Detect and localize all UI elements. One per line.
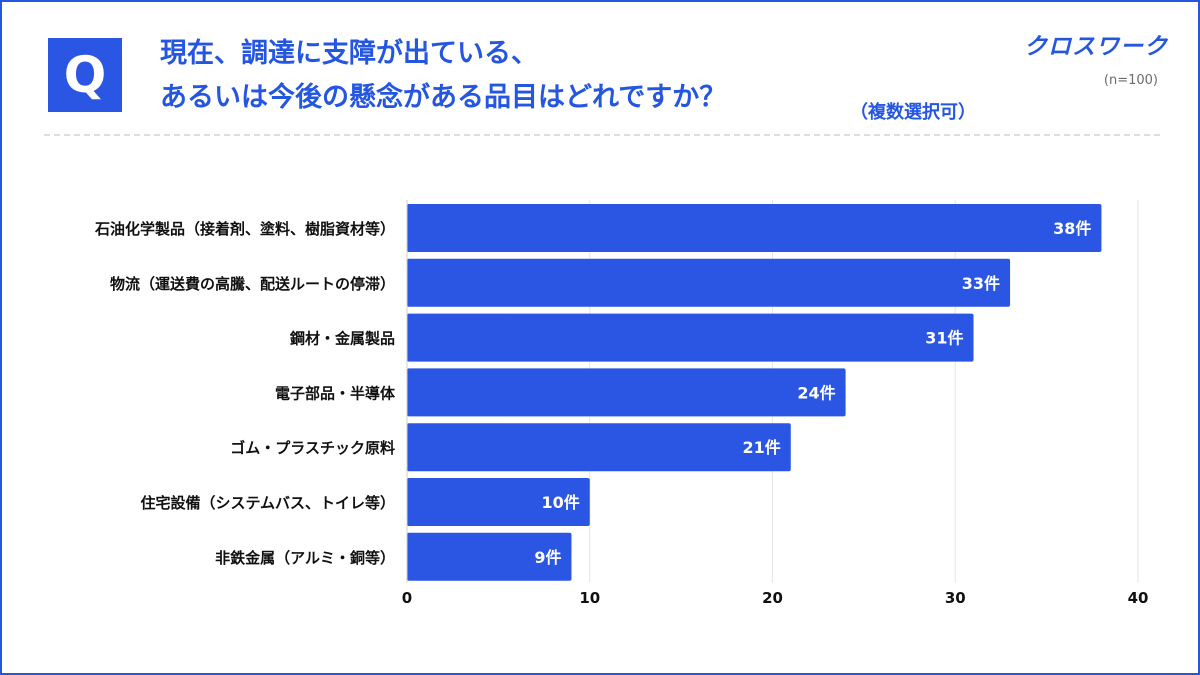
bar-value-label: 24件 xyxy=(797,383,835,402)
brand-logo: クロスワーク xyxy=(1024,34,1168,60)
bar-value-label: 9件 xyxy=(534,548,561,567)
question-badge: Q xyxy=(48,38,122,112)
sample-size: (n=100) xyxy=(1103,73,1158,88)
bar xyxy=(407,368,846,417)
bar xyxy=(407,313,974,362)
category-label: 石油化学製品（接着剤、塗料、樹脂資材等） xyxy=(94,220,395,238)
category-label: 電子部品・半導体 xyxy=(275,384,396,402)
x-tick-label: 0 xyxy=(402,589,412,607)
bar xyxy=(407,204,1102,252)
bar xyxy=(407,423,791,472)
bar-value-label: 38件 xyxy=(1053,219,1091,238)
category-label: ゴム・プラスチック原料 xyxy=(230,439,395,457)
header-divider xyxy=(44,134,1160,136)
category-label: 物流（運送費の高騰、配送ルートの停滞） xyxy=(110,275,395,293)
bar-value-label: 21件 xyxy=(742,438,780,457)
x-tick-label: 40 xyxy=(1128,589,1149,607)
category-label: 鋼材・金属製品 xyxy=(289,330,395,348)
bar-value-label: 33件 xyxy=(962,274,1000,293)
bar-value-label: 10件 xyxy=(541,493,579,512)
x-tick-label: 30 xyxy=(945,589,966,607)
bar-value-label: 31件 xyxy=(925,329,963,348)
category-label: 住宅設備（システムバス、トイレ等） xyxy=(140,494,395,512)
bar xyxy=(407,258,1011,307)
page-title: 現在、調達に支障が出ている、 あるいは今後の懸念がある品目はどれですか？ xyxy=(160,32,726,120)
x-tick-label: 10 xyxy=(579,589,600,607)
title-line-1: 現在、調達に支障が出ている、 xyxy=(160,38,538,69)
multiple-choice-note: （複数選択可） xyxy=(850,102,976,123)
bar xyxy=(407,532,572,581)
bar xyxy=(407,478,590,526)
category-label: 非鉄金属（アルミ・銅等） xyxy=(215,549,395,567)
x-tick-label: 20 xyxy=(762,589,783,607)
title-line-2: あるいは今後の懸念がある品目はどれですか？ xyxy=(160,82,727,113)
